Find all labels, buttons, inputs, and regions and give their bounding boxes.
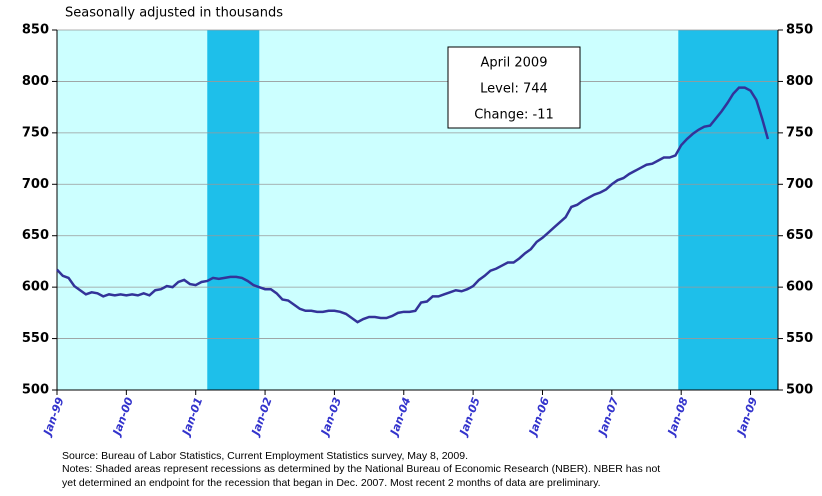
annotation-text: Level: 744: [480, 82, 548, 97]
y2-tick-label: 600: [786, 280, 813, 295]
y-tick-label: 850: [22, 23, 49, 38]
annotation-text: Change: -11: [474, 108, 554, 123]
y-tick-label: 750: [22, 125, 49, 140]
x-tick-label: Jan-99: [40, 395, 66, 439]
y2-tick-label: 800: [786, 74, 813, 89]
y2-tick-label: 850: [786, 23, 813, 38]
recession-band: [207, 30, 260, 390]
x-tick-label: Jan-04: [387, 396, 413, 439]
source: Source: Bureau of Labor Statistics, Curr…: [62, 450, 468, 462]
plot-area: [57, 30, 778, 390]
x-tick-label: Jan-02: [248, 395, 274, 439]
x-tick-label: Jan-00: [110, 395, 136, 439]
y-tick-label: 700: [22, 177, 49, 192]
x-tick-label: Jan-07: [595, 395, 621, 439]
y2-tick-label: 750: [786, 125, 813, 140]
recession-band: [678, 30, 778, 390]
y-tick-label: 500: [22, 383, 49, 398]
chart-subtitle: Seasonally adjusted in thousands: [65, 6, 283, 21]
notes: Notes: Shaded areas represent recessions…: [62, 463, 660, 475]
y-tick-label: 650: [22, 228, 49, 243]
data-line: [56, 86, 770, 324]
y-tick-label: 800: [22, 74, 49, 89]
x-tick-label: Jan-06: [526, 395, 552, 439]
y2-tick-label: 650: [786, 228, 813, 243]
x-tick-label: Jan-09: [734, 395, 760, 439]
y-tick-label: 550: [22, 331, 49, 346]
annotation-box: [447, 46, 581, 129]
y-tick-label: 600: [22, 280, 49, 295]
x-tick-label: Jan-01: [179, 396, 205, 439]
y2-tick-label: 500: [786, 383, 813, 398]
y2-tick-label: 550: [786, 331, 813, 346]
x-tick-label: Jan-08: [665, 395, 691, 439]
x-tick-label: Jan-03: [318, 395, 344, 439]
y2-tick-label: 700: [786, 177, 813, 192]
annotation-text: April 2009: [481, 56, 548, 71]
notes: yet determined an endpoint for the reces…: [62, 477, 601, 489]
x-tick-label: Jan-05: [456, 395, 482, 439]
